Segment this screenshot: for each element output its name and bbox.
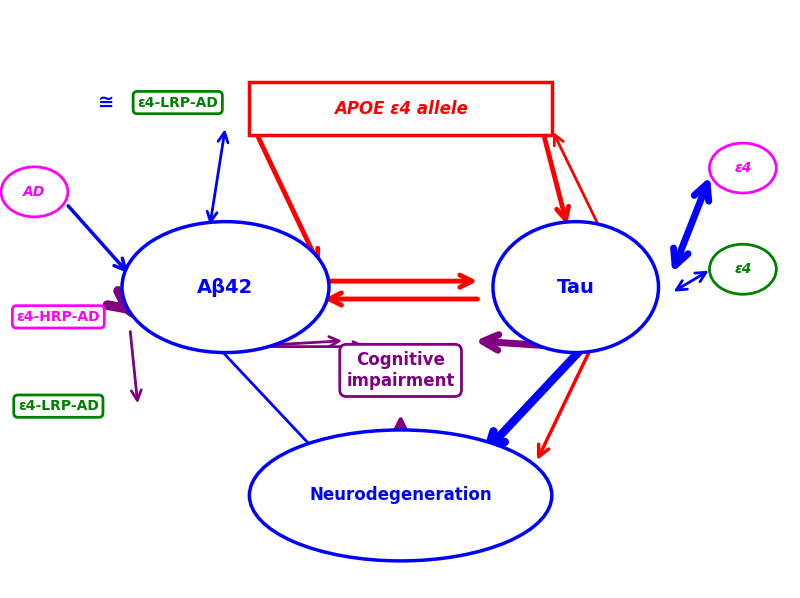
Text: APOE ε4 allele: APOE ε4 allele <box>334 99 467 118</box>
Text: AD: AD <box>23 185 46 199</box>
Text: Aβ42: Aβ42 <box>198 277 254 297</box>
Ellipse shape <box>250 430 552 561</box>
Circle shape <box>1 167 68 217</box>
Text: Cognitive
impairment: Cognitive impairment <box>346 351 455 390</box>
Circle shape <box>710 244 776 294</box>
Text: ε4-LRP-AD: ε4-LRP-AD <box>138 96 218 109</box>
Ellipse shape <box>122 222 329 353</box>
Text: ≅: ≅ <box>98 93 114 112</box>
Circle shape <box>710 143 776 193</box>
Text: Tau: Tau <box>557 277 594 297</box>
Text: Neurodegeneration: Neurodegeneration <box>310 486 492 505</box>
FancyBboxPatch shape <box>250 82 552 135</box>
Text: ε4: ε4 <box>734 263 751 276</box>
Text: ε4: ε4 <box>734 161 751 175</box>
Text: ε4-HRP-AD: ε4-HRP-AD <box>17 310 100 324</box>
Text: ε4-LRP-AD: ε4-LRP-AD <box>18 399 98 413</box>
Ellipse shape <box>493 222 658 353</box>
